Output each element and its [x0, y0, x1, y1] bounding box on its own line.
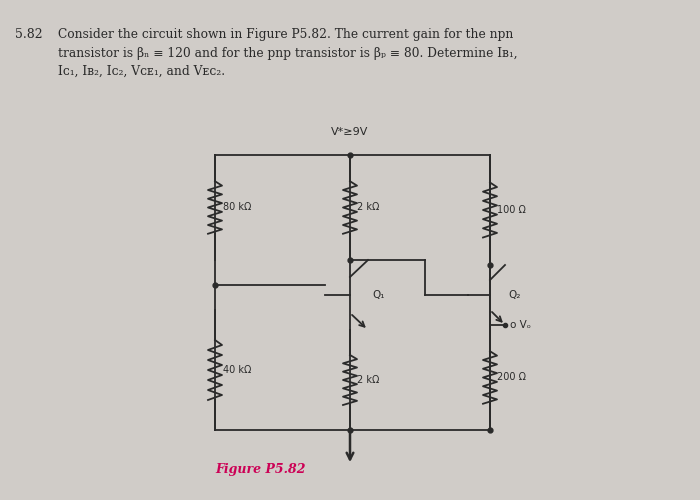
Text: 100 Ω: 100 Ω — [497, 205, 526, 215]
Text: Q₁: Q₁ — [372, 290, 384, 300]
Text: 2 kΩ: 2 kΩ — [357, 375, 379, 385]
Text: 200 Ω: 200 Ω — [497, 372, 526, 382]
Text: Figure P5.82: Figure P5.82 — [215, 464, 305, 476]
Text: 5.82: 5.82 — [15, 28, 43, 41]
Text: 2 kΩ: 2 kΩ — [357, 202, 379, 212]
Text: 40 kΩ: 40 kΩ — [223, 365, 251, 375]
Text: o Vₒ: o Vₒ — [510, 320, 531, 330]
Text: Q₂: Q₂ — [508, 290, 520, 300]
Text: Consider the circuit shown in Figure P5.82. The current gain for the npn
transis: Consider the circuit shown in Figure P5.… — [58, 28, 517, 78]
Text: 80 kΩ: 80 kΩ — [223, 202, 251, 212]
Text: V*≥9V: V*≥9V — [331, 127, 369, 137]
